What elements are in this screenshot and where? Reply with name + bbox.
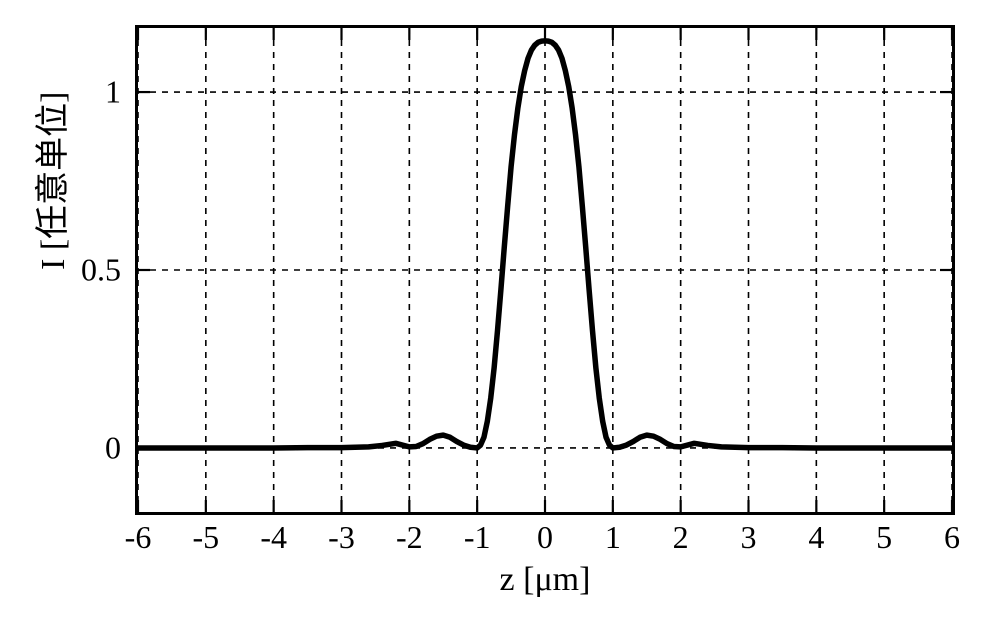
x-axis-label: z [μm] — [500, 561, 591, 599]
x-tick-label: 0 — [537, 519, 553, 556]
plot-svg — [138, 28, 952, 512]
x-tick-label: 5 — [876, 519, 892, 556]
plot-area — [135, 25, 955, 515]
x-tick-label: 4 — [808, 519, 824, 556]
y-tick-label: 0.5 — [61, 252, 121, 289]
x-tick-label: 6 — [944, 519, 960, 556]
x-tick-label: 1 — [605, 519, 621, 556]
x-tick-label: -5 — [193, 519, 220, 556]
x-tick-label: -4 — [260, 519, 287, 556]
x-tick-label: -2 — [396, 519, 423, 556]
x-tick-label: -6 — [125, 519, 152, 556]
x-tick-label: 3 — [741, 519, 757, 556]
x-tick-label: -3 — [328, 519, 355, 556]
line-chart: I [任意单位] z [μm] -6-5-4-3-2-1012345600.51 — [0, 0, 1000, 617]
y-tick-label: 0 — [61, 429, 121, 466]
x-tick-label: 2 — [673, 519, 689, 556]
x-tick-label: -1 — [464, 519, 491, 556]
y-tick-label: 1 — [61, 74, 121, 111]
